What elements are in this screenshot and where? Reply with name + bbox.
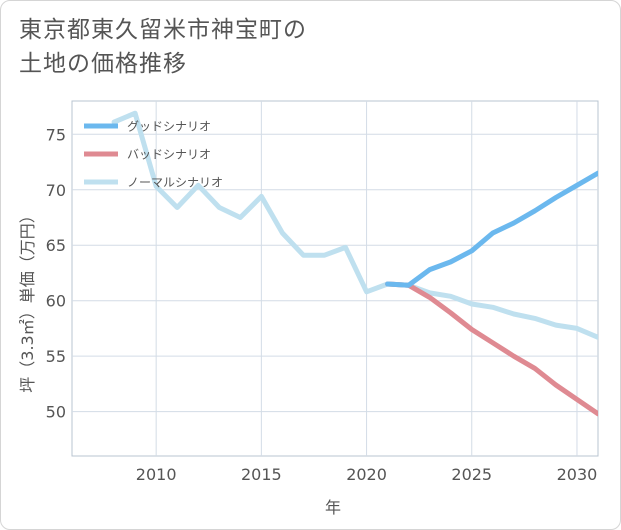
x-axis-label: 年: [325, 498, 341, 517]
x-tick-label-2025: 2025: [451, 465, 492, 484]
plot-area: [71, 100, 599, 457]
x-tick-label-2030: 2030: [557, 465, 598, 484]
legend-label-good: グッドシナリオ: [127, 120, 211, 134]
y-tick-label-70: 70: [46, 181, 66, 200]
series-line-bad: [385, 281, 598, 417]
legend-label-normal: ノーマルシナリオ: [127, 176, 223, 190]
y-axis-label: 坪（3.3㎡）単価（万円）: [18, 207, 37, 392]
y-tick-label-60: 60: [46, 292, 66, 311]
y-axis-ticks: 50 55 60 65 70 75: [46, 125, 66, 421]
y-tick-label-65: 65: [46, 236, 66, 255]
chart-title-line-2: 土地の価格推移: [19, 51, 187, 77]
x-axis-ticks: 2010 2015 2020 2025 2030: [136, 465, 598, 484]
y-tick-label-55: 55: [46, 347, 66, 366]
chart-title-line-1: 東京都東久留米市神宝町の: [19, 17, 307, 43]
y-tick-label-75: 75: [46, 125, 66, 144]
series-line-normal: [111, 110, 598, 340]
legend-label-bad: バッドシナリオ: [127, 148, 211, 162]
x-tick-label-2020: 2020: [346, 465, 387, 484]
y-tick-label-50: 50: [46, 403, 66, 422]
series-line-good: [385, 170, 598, 288]
chart-title: 東京都東久留米市神宝町の 土地の価格推移: [19, 13, 439, 81]
series-lines: [111, 110, 598, 417]
x-tick-label-2015: 2015: [241, 465, 282, 484]
x-tick-label-2010: 2010: [136, 465, 177, 484]
